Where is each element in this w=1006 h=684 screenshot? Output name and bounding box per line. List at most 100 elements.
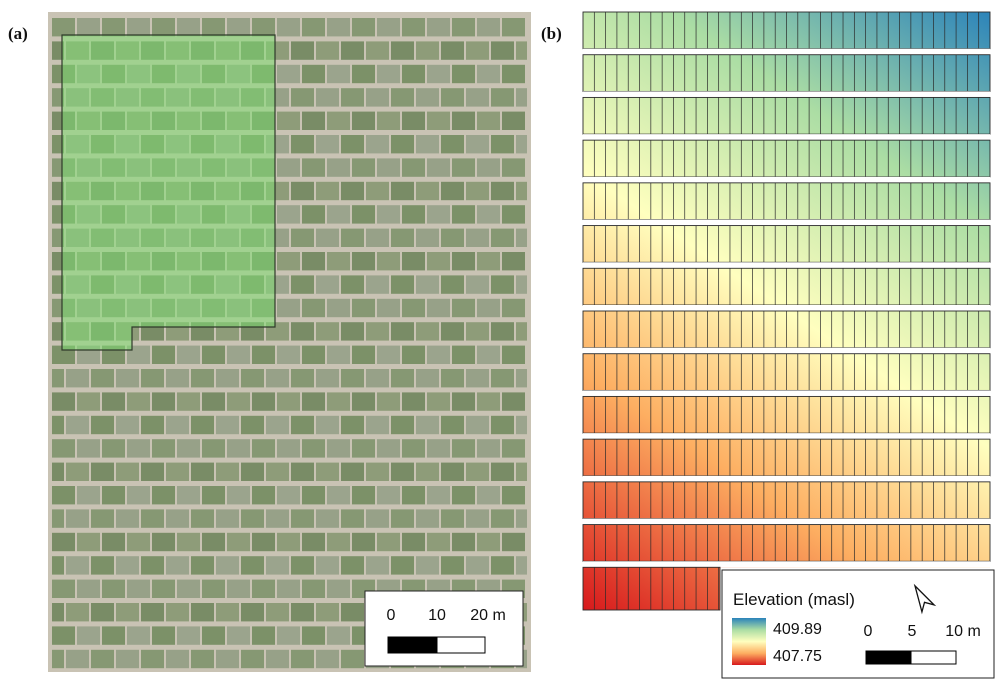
row-gap	[583, 561, 990, 568]
crop-plot	[341, 649, 364, 669]
crop-plot	[416, 41, 439, 60]
crop-plot	[491, 135, 514, 154]
crop-plot	[452, 205, 475, 224]
crop-plot	[166, 462, 189, 481]
crop-plot	[402, 486, 425, 505]
crop-plot	[166, 649, 189, 669]
crop-plot	[516, 509, 527, 528]
crop-plot	[52, 462, 64, 481]
crop-plot	[477, 486, 500, 505]
crop-plot	[441, 228, 464, 247]
crop-plot	[327, 158, 350, 177]
crop-plot	[466, 41, 489, 60]
crop-plot	[66, 603, 89, 622]
crop-plot	[291, 41, 314, 60]
crop-plot	[366, 322, 389, 341]
crop-plot	[291, 415, 314, 435]
crop-plot	[416, 509, 439, 528]
crop-plot	[391, 509, 414, 528]
crop-plot	[377, 252, 400, 271]
crop-plot	[316, 462, 339, 481]
crop-plot	[77, 579, 100, 598]
crop-plot	[141, 415, 164, 435]
crop-plot	[316, 322, 339, 341]
crop-plot	[52, 88, 64, 107]
crop-plot	[177, 18, 200, 37]
crop-plot	[277, 18, 300, 37]
crop-plot	[416, 322, 439, 341]
crop-plot	[391, 556, 414, 575]
crop-plot	[352, 532, 375, 552]
crop-plot	[341, 322, 364, 341]
crop-plot	[152, 392, 175, 411]
crop-plot	[216, 509, 239, 528]
crop-plot	[252, 439, 275, 458]
crop-plot	[166, 556, 189, 575]
crop-plot	[66, 462, 89, 481]
crop-plot	[427, 532, 450, 552]
crop-plot	[52, 626, 75, 645]
crop-plot	[366, 369, 389, 388]
crop-plot	[391, 369, 414, 388]
crop-plot	[216, 415, 239, 435]
crop-plot	[341, 369, 364, 388]
crop-plot	[191, 649, 214, 669]
crop-plot	[402, 205, 425, 224]
crop-plot	[377, 345, 400, 364]
crop-plot	[152, 532, 175, 552]
crop-plot	[202, 345, 225, 364]
crop-plot	[441, 369, 464, 388]
crop-plot	[366, 556, 389, 575]
crop-plot	[277, 252, 300, 271]
crop-plot	[52, 556, 64, 575]
crop-plot	[327, 486, 350, 505]
crop-plot	[102, 439, 125, 458]
crop-plot	[327, 532, 350, 552]
crop-plot	[52, 322, 64, 341]
crop-plot	[502, 111, 525, 130]
crop-plot	[277, 345, 300, 364]
crop-plot	[366, 41, 389, 60]
crop-plot	[377, 111, 400, 130]
crop-plot	[77, 439, 100, 458]
crop-plot	[252, 532, 275, 552]
crop-plot	[91, 462, 114, 481]
crop-plot	[402, 532, 425, 552]
crop-plot	[341, 275, 364, 294]
crop-plot	[52, 486, 75, 505]
crop-plot	[177, 345, 200, 364]
crop-plot	[452, 111, 475, 130]
crop-plot	[516, 181, 527, 201]
crop-plot	[441, 88, 464, 107]
crop-plot	[441, 415, 464, 435]
crop-plot	[302, 298, 325, 318]
crop-plot	[327, 579, 350, 598]
crop-plot	[327, 392, 350, 411]
crop-plot	[366, 275, 389, 294]
crop-plot	[491, 41, 514, 60]
crop-plot	[277, 579, 300, 598]
crop-plot	[102, 392, 125, 411]
crop-plot	[402, 111, 425, 130]
crop-plot	[516, 369, 527, 388]
crop-plot	[327, 18, 350, 37]
crop-plot	[52, 603, 64, 622]
crop-plot	[327, 298, 350, 318]
crop-plot	[91, 649, 114, 669]
crop-plot	[316, 275, 339, 294]
crop-plot	[466, 181, 489, 201]
crop-plot	[52, 181, 64, 201]
crop-plot	[166, 603, 189, 622]
crop-plot	[366, 228, 389, 247]
crop-plot	[52, 41, 64, 60]
crop-plot	[352, 345, 375, 364]
crop-plot	[391, 181, 414, 201]
crop-plot	[52, 135, 64, 154]
crop-plot	[427, 439, 450, 458]
crop-plot	[227, 439, 250, 458]
crop-plot	[466, 135, 489, 154]
crop-plot	[227, 392, 250, 411]
crop-plot	[77, 392, 100, 411]
crop-plot	[127, 579, 150, 598]
crop-plot	[391, 88, 414, 107]
